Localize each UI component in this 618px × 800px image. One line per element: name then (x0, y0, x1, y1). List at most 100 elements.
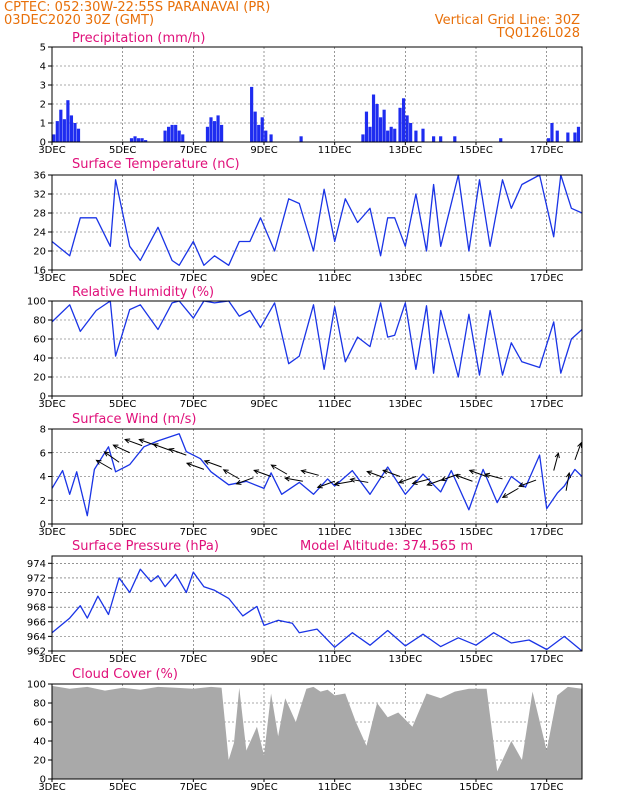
wind-arrow-head (565, 471, 572, 478)
precipitation-ytick-label: 1 (40, 119, 46, 130)
precipitation-bar (69, 115, 74, 142)
wind-arrow-head (300, 469, 307, 475)
wind-xtick-label: 15DEC (459, 527, 493, 538)
wind-arrow-head (577, 441, 583, 448)
precipitation-bar (209, 117, 213, 142)
precipitation-bar (129, 138, 134, 142)
temperature-xtick-label: 9DEC (250, 273, 277, 284)
wind-arrow-head (454, 474, 461, 480)
temperature-xtick-label: 5DEC (109, 273, 136, 284)
wind-arrow-head (518, 482, 525, 488)
humidity-ytick-label: 60 (33, 335, 46, 346)
wind-arrow (95, 459, 113, 470)
wind-arrow-shaft (96, 459, 113, 470)
wind-arrow (366, 470, 385, 479)
precipitation-ytick-label: 2 (40, 100, 46, 111)
wind-arrow-shaft (382, 469, 401, 477)
pressure-xtick-label: 11DEC (318, 654, 352, 665)
cloud-cover-ytick-label: 60 (33, 718, 46, 729)
precipitation-bar (73, 123, 77, 142)
wind-arrow-head (168, 447, 175, 453)
wind-title: Surface Wind (m/s) (72, 412, 196, 427)
header-station: CPTEC: 052:30W-22:55S PARANAVAI (PR) (4, 0, 270, 15)
temperature-title: Surface Temperature (nC) (72, 157, 240, 172)
wind-xtick-label: 17DEC (530, 527, 564, 538)
pressure-xtick-label: 5DEC (109, 654, 136, 665)
temperature-ytick-label: 24 (33, 228, 46, 239)
temperature-ytick-label: 32 (33, 190, 46, 201)
pressure-ytick-label: 974 (27, 559, 46, 570)
humidity-xtick-label: 13DEC (388, 399, 422, 410)
pressure-series-line (51, 568, 583, 652)
wind-arrow (397, 476, 417, 484)
wind-xtick-label: 3DEC (38, 527, 65, 538)
precipitation-bar (205, 126, 210, 142)
wind-arrow (518, 479, 537, 488)
pressure-ytick-label: 972 (27, 573, 46, 584)
pressure-xtick-label: 7DEC (180, 654, 207, 665)
humidity-xtick-label: 3DEC (38, 399, 65, 410)
wind-arrow-head (333, 481, 340, 487)
humidity-ytick-label: 0 (40, 392, 46, 403)
precipitation-bar (550, 123, 554, 142)
temperature-ytick-label: 28 (33, 209, 46, 220)
wind-ytick-label: 8 (40, 425, 46, 436)
wind-arrow (152, 443, 171, 451)
wind-arrow-shaft (153, 443, 171, 451)
humidity-xtick-label: 15DEC (459, 399, 493, 410)
wind-arrow (553, 452, 560, 471)
precipitation-bar (546, 138, 551, 142)
temperature-ytick-label: 36 (33, 171, 46, 182)
precipitation-bar (76, 128, 81, 142)
precipitation-bar (62, 119, 66, 142)
humidity-xtick-label: 11DEC (318, 399, 352, 410)
wind-arrow (185, 462, 205, 470)
cloud-cover-xtick-label: 3DEC (38, 782, 65, 793)
wind-arrow-head (382, 469, 389, 475)
wind-arrow-head (468, 469, 475, 475)
wind-arrow-shaft (271, 464, 288, 475)
wind-arrow (203, 459, 222, 468)
wind-arrow (103, 451, 120, 463)
precipitation-bar (167, 126, 171, 142)
wind-arrow-head (203, 459, 210, 465)
precipitation-bar (361, 134, 365, 142)
wind-arrow (270, 464, 288, 475)
precipitation-bar (393, 128, 397, 142)
temperature-xtick-label: 3DEC (38, 273, 65, 284)
precipitation-xtick-label: 11DEC (318, 145, 352, 156)
wind-arrow-shaft (574, 442, 582, 461)
temperature-frame (51, 174, 583, 271)
precipitation-bar (133, 136, 137, 142)
wind-arrow-shaft (223, 469, 240, 480)
precipitation-bar (364, 111, 369, 142)
precipitation-bar (140, 138, 144, 142)
precipitation-bar (257, 124, 261, 142)
humidity-frame (51, 300, 583, 397)
wind-arrow-shaft (125, 438, 143, 447)
wind-arrow-shaft (301, 470, 319, 476)
precipitation-bar (52, 134, 56, 142)
pressure-ytick-label: 966 (27, 617, 46, 628)
temperature-series-line (51, 174, 583, 266)
wind-arrow (349, 477, 369, 483)
wind-xtick-label: 7DEC (180, 527, 207, 538)
precipitation-bar (375, 104, 379, 142)
wind-arrow (468, 469, 487, 477)
wind-arrow (454, 474, 473, 482)
precipitation-bar (144, 140, 148, 142)
wind-arrow (253, 469, 272, 477)
precipitation-bar (299, 136, 303, 142)
wind-arrow (284, 476, 303, 482)
wind-ytick-label: 6 (40, 448, 46, 459)
precipitation-xtick-label: 15DEC (459, 145, 493, 156)
wind-arrow-shaft (455, 474, 473, 482)
wind-arrow (222, 469, 240, 480)
pressure-ytick-label: 964 (27, 632, 46, 643)
wind-arrow-head (426, 481, 433, 487)
wind-arrow (411, 478, 431, 485)
wind-ytick-label: 4 (40, 472, 46, 483)
cloud-cover-xtick-label: 5DEC (109, 782, 136, 793)
wind-arrow-head (366, 470, 373, 476)
wind-arrow-shaft (484, 473, 503, 480)
